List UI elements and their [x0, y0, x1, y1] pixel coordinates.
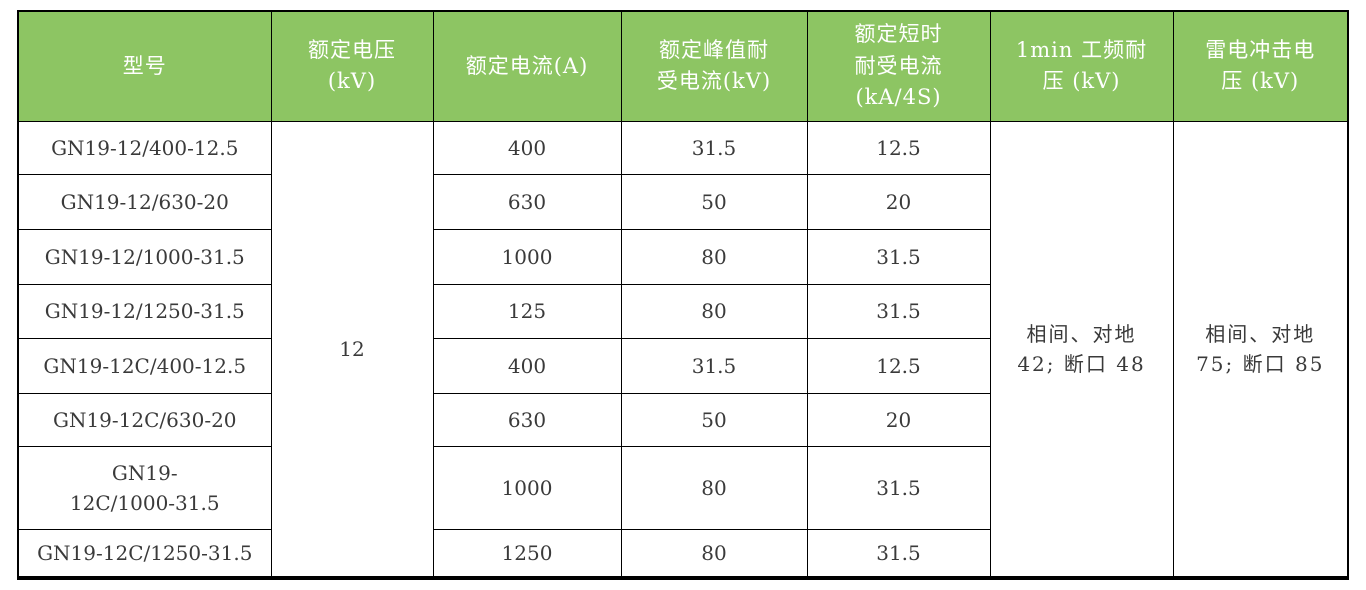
cell-peak-withstand-current: 80 [620, 528, 808, 579]
cell-rated-current: 125 [432, 283, 622, 339]
cell-peak-withstand-current: 80 [620, 283, 808, 339]
cell-rated-current: 1250 [432, 528, 622, 579]
cell-short-time-withstand-current: 31.5 [806, 283, 991, 339]
cell-peak-withstand-current: 31.5 [620, 337, 808, 394]
cell-lightning-impulse-merged: 相间、对地 75; 断口 85 [1172, 120, 1349, 579]
col-header-rated-current: 额定电流(A) [432, 10, 622, 122]
cell-rated-current: 630 [432, 392, 622, 447]
col-header-model: 型号 [17, 10, 272, 122]
cell-peak-withstand-current: 80 [620, 228, 808, 285]
cell-short-time-withstand-current: 31.5 [806, 528, 991, 579]
col-header-peak-withstand-current: 额定峰值耐 受电流(kV) [620, 10, 808, 122]
cell-rated-voltage-merged: 12 [270, 120, 434, 579]
col-header-rated-voltage: 额定电压 (kV) [270, 10, 434, 122]
cell-short-time-withstand-current: 12.5 [806, 337, 991, 394]
cell-short-time-withstand-current: 12.5 [806, 120, 991, 175]
cell-model: GN19-12C/400-12.5 [17, 337, 272, 394]
table-row: GN19-12C/630-20 630 50 20 [17, 392, 1348, 447]
cell-rated-current: 630 [432, 173, 622, 230]
cell-peak-withstand-current: 50 [620, 173, 808, 230]
col-header-lightning-impulse-voltage: 雷电冲击电 压 (kV) [1172, 10, 1349, 122]
header-row: 型号 额定电压 (kV) 额定电流(A) 额定峰值耐 受电流(kV) 额定短时 … [17, 10, 1349, 122]
cell-peak-withstand-current: 80 [620, 445, 808, 530]
table-row: GN19-12/1000-31.5 1000 80 31.5 [17, 228, 1348, 285]
cell-rated-current: 1000 [432, 445, 622, 530]
cell-short-time-withstand-current: 31.5 [806, 445, 991, 530]
cell-model: GN19-12/1000-31.5 [17, 228, 272, 285]
table-row: GN19-12/400-12.5 12 400 31.5 12.5 相间、对地 … [17, 120, 1349, 579]
cell-model: GN19-12/630-20 [17, 173, 272, 230]
cell-model: GN19-12/400-12.5 [17, 120, 272, 175]
cell-power-frequency-withstand-merged: 相间、对地 42; 断口 48 [989, 120, 1174, 579]
cell-model: GN19-12C/630-20 [17, 392, 272, 447]
cell-peak-withstand-current: 31.5 [620, 120, 808, 175]
cell-peak-withstand-current: 50 [620, 392, 808, 447]
col-header-short-time-withstand-current: 额定短时 耐受电流 (kA/4S) [806, 10, 991, 122]
table-row: GN19-12/630-20 630 50 20 [17, 173, 1348, 230]
cell-short-time-withstand-current: 31.5 [806, 228, 991, 285]
cell-model: GN19- 12C/1000-31.5 [17, 445, 272, 530]
switch-spec-table: 型号 额定电压 (kV) 额定电流(A) 额定峰值耐 受电流(kV) 额定短时 … [17, 10, 1349, 580]
cell-rated-current: 400 [432, 337, 622, 394]
cell-short-time-withstand-current: 20 [806, 173, 991, 230]
table-row: GN19-12C/1250-31.5 1250 80 31.5 [17, 528, 1348, 579]
col-header-power-frequency-withstand-voltage: 1min 工频耐 压 (kV) [989, 10, 1174, 122]
cell-short-time-withstand-current: 20 [806, 392, 991, 447]
cell-rated-current: 400 [432, 120, 622, 175]
cell-rated-current: 1000 [432, 228, 622, 285]
cell-model: GN19-12C/1250-31.5 [17, 528, 272, 579]
table-row: GN19- 12C/1000-31.5 1000 80 31.5 [17, 445, 1348, 530]
table-row: GN19-12/1250-31.5 125 80 31.5 [17, 283, 1348, 339]
cell-model: GN19-12/1250-31.5 [17, 283, 272, 339]
